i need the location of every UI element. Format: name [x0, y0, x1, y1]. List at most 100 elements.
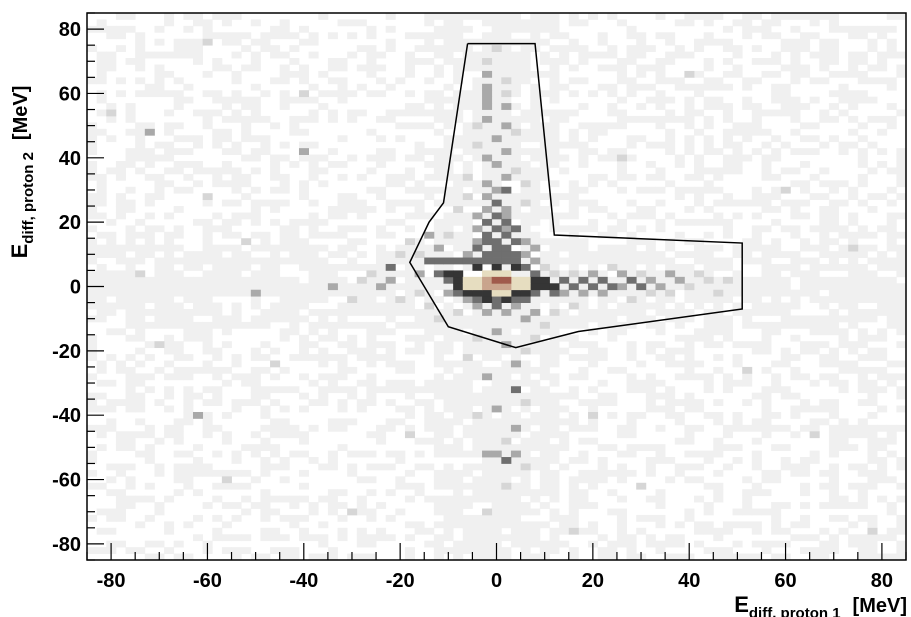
histogram-bin: [510, 411, 521, 419]
histogram-bin: [385, 206, 396, 213]
histogram-bin: [626, 341, 637, 349]
histogram-bin: [298, 315, 310, 323]
histogram-bin: [607, 64, 618, 72]
histogram-bin: [501, 122, 512, 130]
histogram-bin: [771, 270, 782, 278]
histogram-bin: [462, 354, 473, 361]
histogram-bin: [780, 424, 791, 432]
histogram-bin: [472, 103, 483, 110]
histogram-bin: [125, 296, 136, 303]
histogram-bin: [298, 238, 310, 246]
histogram-bin: [703, 257, 714, 265]
histogram-bin: [828, 90, 839, 98]
histogram-bin: [886, 238, 897, 246]
histogram-bin: [250, 373, 261, 381]
histogram-bin: [270, 418, 281, 426]
histogram-bin: [260, 289, 271, 297]
histogram-bin: [433, 540, 444, 548]
histogram-bin: [347, 469, 358, 477]
histogram-bin: [164, 309, 175, 316]
histogram-bin: [790, 148, 801, 155]
histogram-bin: [298, 263, 310, 271]
histogram-bin: [433, 373, 444, 381]
histogram-bin: [520, 263, 531, 271]
histogram-bin: [260, 489, 271, 497]
histogram-bin: [308, 321, 319, 329]
histogram-bin: [472, 431, 483, 439]
histogram-bin: [144, 373, 155, 381]
histogram-bin: [722, 386, 733, 394]
histogram-bin: [568, 321, 579, 329]
histogram-bin: [530, 13, 541, 20]
histogram-bin: [597, 173, 608, 181]
histogram-bin: [530, 495, 541, 503]
histogram-bin: [828, 238, 839, 246]
histogram-bin: [366, 206, 377, 213]
histogram-bin: [877, 354, 888, 361]
histogram-bin: [433, 186, 444, 194]
histogram-bin: [472, 64, 483, 72]
histogram-bin: [347, 302, 358, 310]
histogram-bin: [539, 347, 550, 355]
histogram-bin: [433, 386, 444, 394]
histogram-bin: [183, 354, 194, 361]
histogram-bin: [144, 225, 155, 233]
histogram-bin: [761, 334, 772, 342]
histogram-bin: [578, 321, 589, 329]
histogram-bin: [289, 296, 300, 303]
histogram-bin: [626, 257, 637, 265]
histogram-bin: [694, 154, 705, 162]
histogram-bin: [742, 251, 753, 258]
histogram-bin: [848, 96, 859, 104]
histogram-bin: [616, 534, 627, 542]
histogram-bin: [549, 399, 560, 406]
histogram-bin: [231, 399, 242, 406]
histogram-bin: [645, 315, 656, 323]
histogram-bin: [501, 83, 512, 91]
x-axis-tick-labels: -80 -60 -40 -20 0 20 40 60 80: [97, 570, 893, 592]
histogram-bin: [270, 45, 281, 53]
histogram-bin: [183, 315, 194, 323]
histogram-bin: [453, 45, 464, 53]
histogram-bin: [665, 58, 676, 65]
histogram-bin: [482, 218, 493, 226]
histogram-bin: [462, 13, 473, 20]
histogram-bin: [771, 289, 782, 297]
histogram-bin: [838, 231, 849, 239]
histogram-bin: [164, 257, 175, 265]
histogram-bin: [192, 411, 204, 419]
histogram-bin: [790, 167, 801, 175]
histogram-bin: [164, 405, 175, 413]
histogram-bin: [327, 212, 338, 220]
histogram-bin: [414, 347, 425, 355]
histogram-bin: [279, 244, 290, 252]
histogram-bin: [800, 161, 811, 168]
histogram-bin: [164, 212, 175, 220]
histogram-bin: [520, 469, 531, 477]
histogram-bin: [125, 109, 136, 117]
y-tick-label: -20: [52, 341, 81, 363]
histogram-bin: [645, 379, 656, 387]
histogram-bin: [106, 25, 117, 33]
histogram-bin: [241, 283, 252, 291]
histogram-bin: [588, 360, 599, 368]
histogram-bin: [607, 508, 618, 516]
histogram-bin: [154, 180, 165, 188]
histogram-bin: [270, 161, 281, 168]
histogram-bin: [597, 457, 608, 464]
histogram-bin: [626, 373, 637, 381]
histogram-bin: [337, 199, 348, 207]
histogram-bin: [453, 244, 464, 252]
histogram-bin: [607, 180, 618, 188]
histogram-bin: [279, 476, 290, 484]
histogram-bin: [530, 70, 541, 78]
histogram-bin: [250, 244, 261, 252]
histogram-bin: [376, 90, 387, 98]
histogram-bin: [125, 206, 136, 213]
histogram-bin: [790, 38, 801, 46]
histogram-bin: [491, 527, 502, 535]
histogram-bin: [347, 19, 358, 27]
histogram-bin: [414, 341, 425, 349]
histogram-bin: [530, 334, 541, 342]
histogram-bin: [809, 405, 820, 413]
